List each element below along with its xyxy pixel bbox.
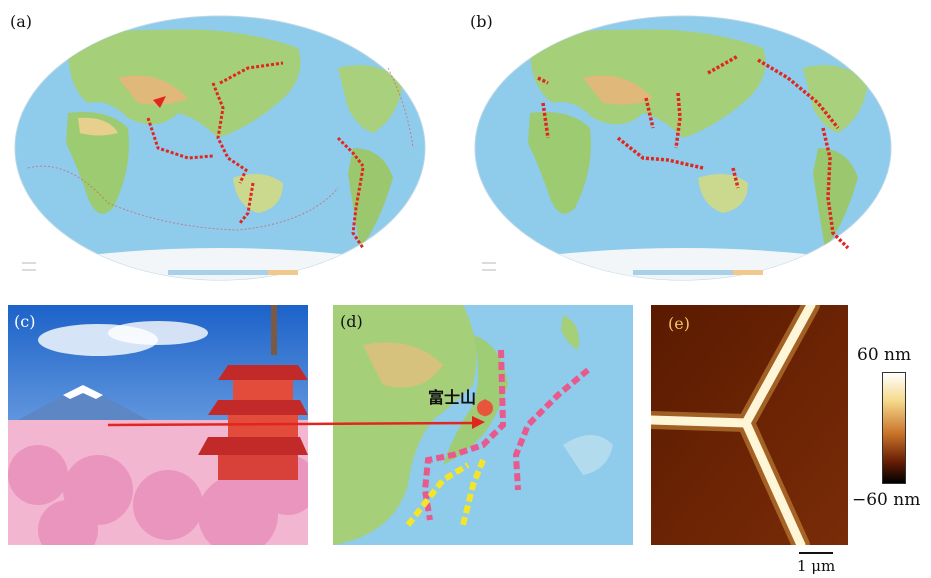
fuji-map-label: 富士山: [428, 388, 477, 407]
afm-ridges: [651, 305, 820, 545]
fuji-photo-graphic: [8, 305, 308, 545]
plate-boundary-yellow: [405, 458, 486, 527]
panel-label-b: (b): [470, 12, 493, 31]
scale-bar-label: 1 μm: [797, 557, 836, 575]
colorbar-min-label: −60 nm: [852, 490, 921, 510]
panel-label-e: (e): [668, 314, 690, 333]
colorbar-max-label: 60 nm: [857, 345, 912, 365]
afm-image-graphic: [651, 305, 848, 545]
plate-boundary-pink: [421, 349, 590, 521]
japan-map-graphic: [333, 305, 633, 545]
world-map-b: [468, 8, 898, 286]
volcanic-arcs-b: [537, 54, 850, 250]
world-map-a-graphic: [14, 15, 426, 281]
world-map-a: [8, 8, 433, 286]
panel-label-d: (d): [340, 312, 363, 331]
pagoda: [198, 305, 308, 480]
subduction-zones-a: [146, 61, 365, 249]
scale-bar: [799, 552, 833, 554]
world-map-b-graphic: [474, 15, 892, 281]
panel-label-c: (c): [14, 312, 36, 331]
afm-image: [651, 305, 848, 545]
colorbar: [882, 372, 906, 484]
fuji-photo: [8, 305, 308, 545]
japan-map: [333, 305, 633, 545]
panel-label-a: (a): [10, 12, 33, 31]
